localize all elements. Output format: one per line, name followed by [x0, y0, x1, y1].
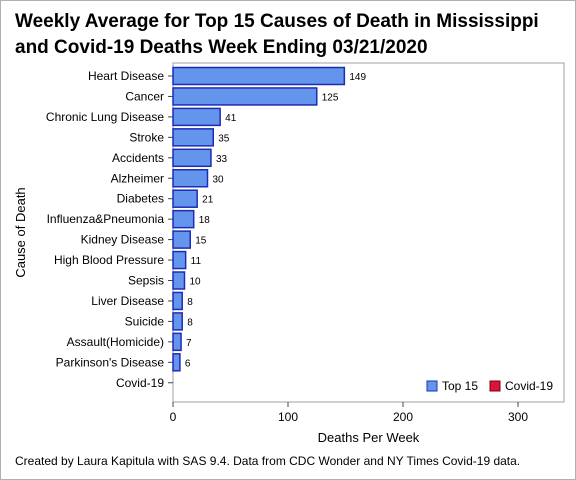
bar [172, 291, 183, 311]
y-tick-label: Cancer [125, 89, 164, 103]
data-label: 30 [213, 174, 225, 185]
legend-swatch [489, 380, 501, 392]
x-tick-label: 0 [170, 410, 177, 424]
data-label: 8 [187, 297, 193, 308]
bar [172, 230, 191, 249]
y-tick-label: Kidney Disease [81, 233, 165, 247]
data-label: 6 [185, 358, 191, 369]
y-tick-label: Sepsis [128, 274, 164, 288]
y-axis-label: Cause of Death [13, 187, 28, 277]
y-tick-label: Covid-19 [116, 376, 164, 390]
bar [172, 87, 318, 106]
bar [172, 209, 195, 229]
data-label: 41 [225, 113, 237, 124]
data-label: 8 [187, 317, 193, 328]
bar [172, 312, 183, 331]
data-label: 15 [195, 236, 207, 247]
data-label: 10 [190, 277, 202, 288]
y-tick-label: Stroke [129, 130, 164, 144]
y-tick-label: Liver Disease [91, 294, 164, 308]
footnote: Created by Laura Kapitula with SAS 9.4. … [15, 454, 521, 468]
data-label: 21 [202, 195, 214, 206]
y-tick-label: High Blood Pressure [54, 253, 164, 267]
bar [172, 148, 212, 168]
bar [172, 169, 209, 188]
y-tick-label: Accidents [112, 151, 164, 165]
bar [172, 66, 346, 86]
bar [172, 250, 187, 270]
data-label: 33 [216, 154, 228, 165]
data-label: 18 [199, 215, 211, 226]
y-tick-label: Diabetes [117, 192, 164, 206]
bar [172, 189, 198, 208]
data-label: 35 [218, 133, 230, 144]
chart-title: Weekly Average for Top 15 Causes of Deat… [15, 11, 539, 58]
y-tick-label: Heart Disease [88, 69, 164, 83]
legend-label: Covid-19 [505, 379, 553, 393]
bar [172, 353, 181, 372]
y-tick-label: Chronic Lung Disease [46, 110, 164, 124]
bar [172, 128, 214, 147]
y-tick-label: Suicide [125, 314, 165, 328]
y-tick-label: Parkinson's Disease [56, 355, 165, 369]
y-tick-label: Influenza&Pneumonia [47, 212, 165, 226]
data-label: 7 [186, 338, 192, 349]
bar [172, 332, 182, 352]
data-label: 11 [191, 256, 202, 267]
legend-label: Top 15 [442, 379, 478, 393]
legend-swatch [426, 380, 438, 392]
x-tick-label: 100 [278, 410, 298, 424]
y-tick-label: Assault(Homicide) [67, 335, 164, 349]
x-tick-label: 300 [508, 410, 528, 424]
x-tick-label: 200 [393, 410, 413, 424]
y-tick-label: Alzheimer [111, 171, 164, 185]
bar [172, 107, 221, 127]
x-axis-label: Deaths Per Week [318, 430, 420, 445]
data-label: 125 [322, 92, 339, 103]
bar [172, 271, 186, 290]
data-label: 149 [349, 72, 366, 83]
